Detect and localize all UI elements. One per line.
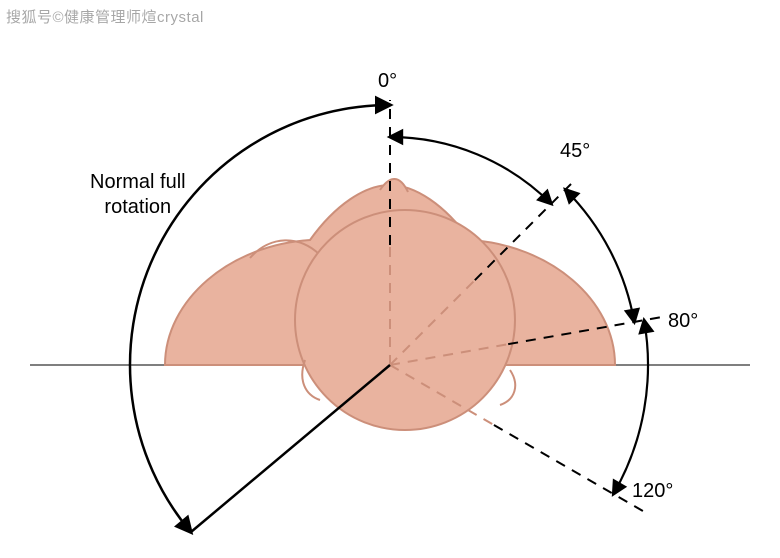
full-rotation-leg xyxy=(191,365,390,532)
angle-label-80: 80° xyxy=(668,310,698,333)
angle-label-45: 45° xyxy=(560,140,590,163)
caption: Normal full rotation xyxy=(90,170,186,220)
angle-label-120: 120° xyxy=(632,480,673,503)
angle-label-0: 0° xyxy=(378,70,397,93)
caption-line2: rotation xyxy=(90,195,186,220)
caption-line1: Normal full xyxy=(90,170,186,195)
